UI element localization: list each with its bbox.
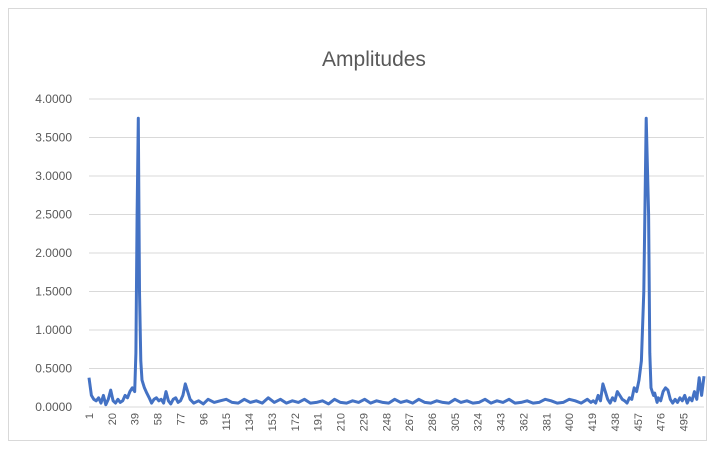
- x-tick-label: 476: [656, 413, 668, 431]
- y-tick-label: 0.5000: [35, 362, 72, 376]
- y-tick-label: 2.0000: [35, 246, 72, 260]
- x-tick-label: 96: [198, 413, 210, 425]
- x-tick-label: 362: [518, 413, 530, 431]
- y-tick-label: 2.5000: [35, 208, 72, 222]
- x-tick-label: 229: [358, 413, 370, 431]
- chart-title: Amplitudes: [322, 48, 426, 71]
- y-tick-label: 0.0000: [35, 400, 72, 414]
- x-tick-label: 286: [427, 413, 439, 431]
- x-tick-label: 1: [84, 413, 96, 419]
- chart-area: Amplitudes 0.0000 0.5000 1.0000 1.5000 2.000…: [8, 8, 707, 441]
- x-tick-label: 419: [587, 413, 599, 431]
- x-tick-label: 172: [290, 413, 302, 431]
- plot-series: [87, 116, 706, 407]
- gridlines: [89, 98, 704, 408]
- x-tick-label: 134: [244, 413, 256, 431]
- x-tick-label: 153: [267, 413, 279, 431]
- x-tick-label: 457: [633, 413, 645, 431]
- x-tick-label: 39: [130, 413, 142, 425]
- x-tick-label: 400: [564, 413, 576, 431]
- x-tick-label: 77: [175, 413, 187, 425]
- chart-svg: Amplitudes 0.0000 0.5000 1.0000 1.5000 2.000…: [35, 48, 706, 431]
- x-tick-label: 324: [473, 413, 485, 431]
- x-tick-label: 191: [313, 413, 325, 431]
- y-tick-label: 3.5000: [35, 131, 72, 145]
- x-tick-label: 495: [679, 413, 691, 431]
- x-tick-label: 305: [450, 413, 462, 431]
- y-tick-label: 1.0000: [35, 323, 72, 337]
- x-tick-label: 381: [541, 413, 553, 431]
- x-tick-label: 343: [496, 413, 508, 431]
- x-tick-label: 438: [610, 413, 622, 431]
- y-tick-label: 1.5000: [35, 285, 72, 299]
- x-tick-label: 115: [221, 413, 233, 431]
- x-tick-label: 20: [107, 413, 119, 425]
- x-tick-label: 210: [336, 413, 348, 431]
- y-axis-ticks: 0.0000 0.5000 1.0000 1.5000 2.0000 2.5000 3.00…: [35, 92, 72, 414]
- x-tick-label: 248: [381, 413, 393, 431]
- x-tick-label: 267: [404, 413, 416, 431]
- x-axis-ticks: 1 20 39 58 77 96 115 134 153 172 191 210 229 248 267 28…: [84, 413, 691, 431]
- y-tick-label: 4.0000: [35, 92, 72, 106]
- y-tick-label: 3.0000: [35, 169, 72, 183]
- series-line: [87, 116, 706, 407]
- x-tick-label: 58: [153, 413, 165, 425]
